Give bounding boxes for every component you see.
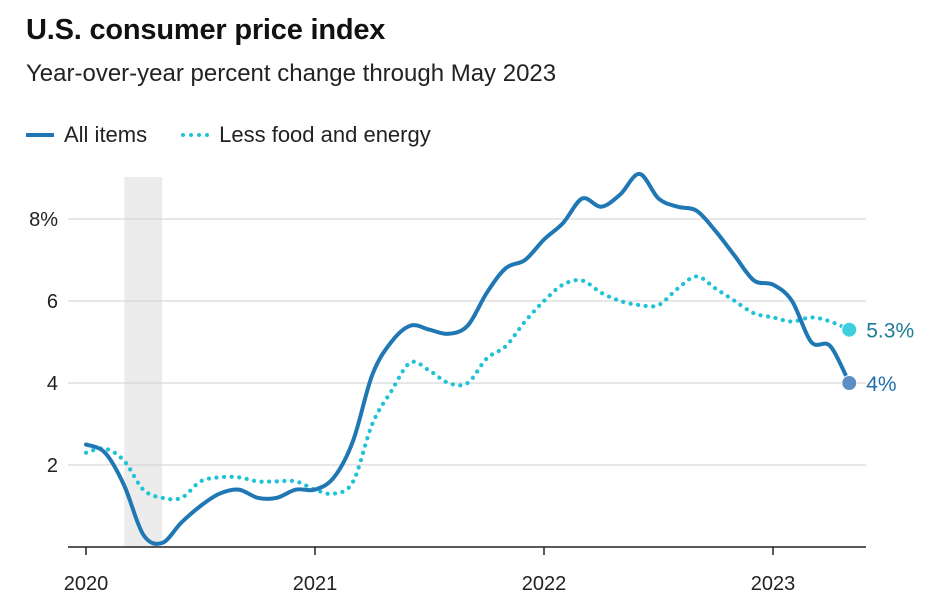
y-tick-label: 6 [47,291,58,313]
recession-shading [124,177,163,547]
end-marker-less-food-energy [841,321,858,338]
legend-item-all-items: All items [26,122,147,148]
chart-subtitle: Year-over-year percent change through Ma… [26,60,557,87]
legend-label-less-food-energy: Less food and energy [219,122,431,147]
end-label-less-food-energy: 5.3% [866,320,914,343]
series-line-all-items [84,171,852,546]
end-marker-all-items [841,375,858,391]
legend-label-all-items: All items [64,122,148,147]
x-tick-label: 2021 [293,573,338,595]
chart-legend: All items Less food and energy [26,122,465,148]
y-tick-label: 2 [47,455,58,477]
x-tick-label: 2022 [522,573,567,595]
x-tick-label: 2020 [64,573,109,595]
legend-swatch-dotted-line [181,133,210,137]
end-label-all-items: 4% [866,373,896,396]
x-tick-label: 2023 [751,573,796,595]
y-tick-label: 4 [47,373,58,395]
series-line-less-food-energy [83,274,852,502]
chart-title: U.S. consumer price index [26,14,386,46]
y-tick-label: 8% [29,209,58,231]
legend-item-less-food-energy: Less food and energy [181,122,431,148]
legend-swatch-solid-line [26,133,54,137]
